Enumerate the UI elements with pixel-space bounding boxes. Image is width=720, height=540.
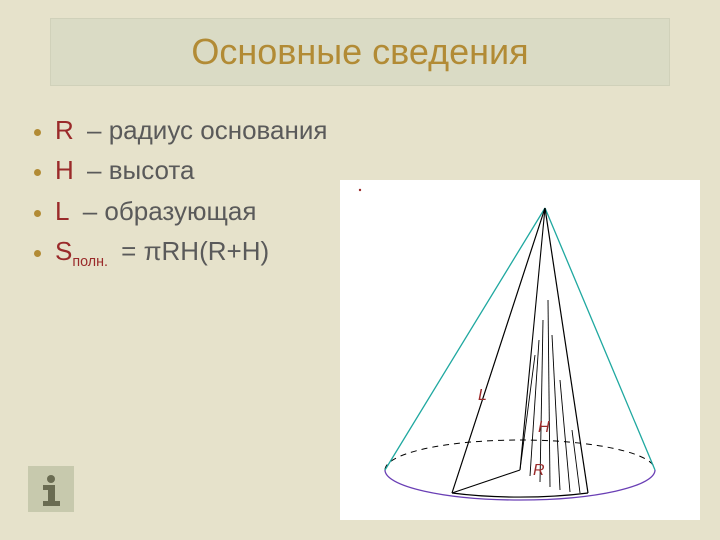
bullet-symbol: L (55, 196, 69, 226)
svg-text:H: H (538, 419, 550, 436)
bullet-text: = πRH(R+H) (121, 236, 269, 266)
info-button[interactable] (28, 466, 74, 512)
svg-text:L: L (478, 387, 487, 404)
bullet-dot-icon (34, 169, 41, 176)
bullet-symbol: Sполн. (55, 236, 108, 266)
bullet-dot-icon (34, 129, 41, 136)
bullet-text: – образующая (83, 196, 257, 226)
bullet-item: Sполн. = πRH(R+H) (34, 231, 327, 273)
cone-diagram: L H R (340, 180, 700, 520)
bullet-symbol: R (55, 115, 74, 145)
bullet-list: R – радиус основания H – высота L – обра… (34, 110, 327, 273)
info-icon (34, 472, 68, 506)
title-text: Основные сведения (191, 31, 528, 73)
bullet-item: R – радиус основания (34, 110, 327, 150)
bullet-item: H – высота (34, 150, 327, 190)
bullet-symbol: H (55, 155, 74, 185)
svg-text:R: R (533, 462, 545, 479)
slide: Основные сведения R – радиус основания H… (0, 0, 720, 540)
bullet-dot-icon (34, 250, 41, 257)
title-box: Основные сведения (50, 18, 670, 86)
bullet-dot-icon (34, 210, 41, 217)
bullet-text: – высота (87, 155, 194, 185)
bullet-item: L – образующая (34, 191, 327, 231)
bullet-text: – радиус основания (87, 115, 327, 145)
